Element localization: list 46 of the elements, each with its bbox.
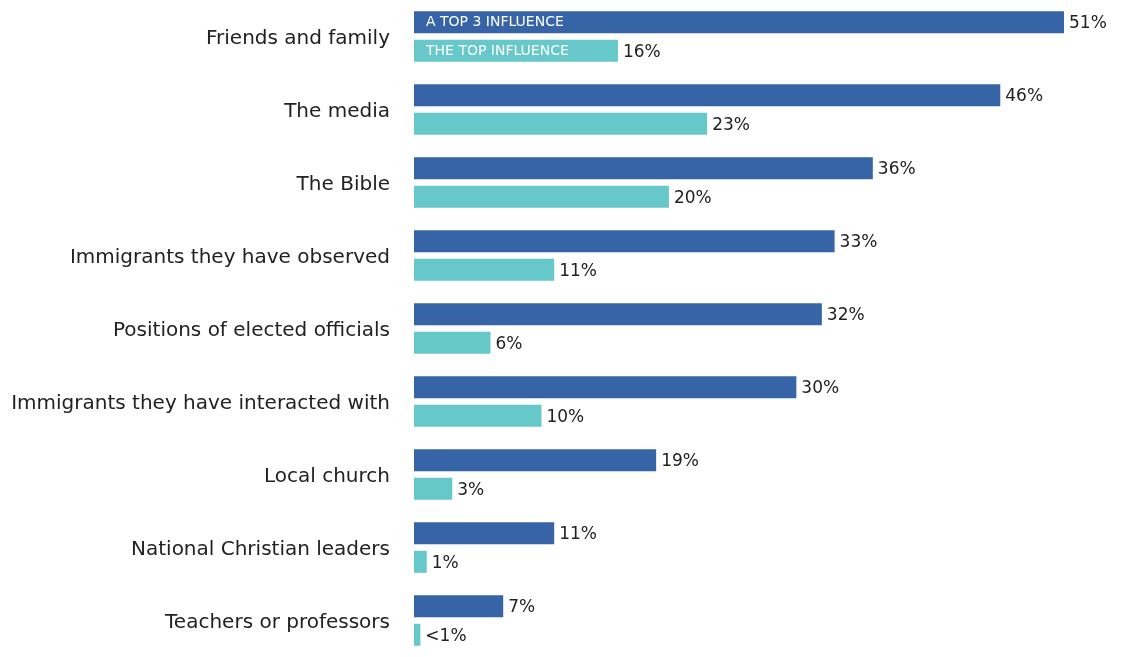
data-label: 11% xyxy=(559,259,597,280)
data-label: 36% xyxy=(877,158,916,179)
data-label: <1% xyxy=(425,624,467,645)
y-tick-label: Immigrants they have observed xyxy=(69,243,390,268)
data-label: 3% xyxy=(457,478,485,499)
data-label: 32% xyxy=(826,304,865,325)
bar xyxy=(414,84,1001,107)
y-tick-label: Local church xyxy=(264,462,390,487)
bar xyxy=(414,449,657,472)
y-tick-label: Immigrants they have interacted with xyxy=(11,389,390,414)
y-tick-label: Positions of elected officials xyxy=(112,316,390,341)
y-tick-label: The Bible xyxy=(295,170,390,195)
data-label: 6% xyxy=(495,332,523,353)
series-label: THE TOP INFLUENCE xyxy=(425,41,569,58)
data-label: 46% xyxy=(1005,85,1044,106)
y-tick-label: National Christian leaders xyxy=(131,535,390,560)
y-tick-label: The media xyxy=(283,97,390,122)
y-tick-label: Friends and family xyxy=(206,24,391,49)
bar xyxy=(414,258,555,281)
y-tick-label: Teachers or professors xyxy=(164,608,390,633)
bar xyxy=(414,112,708,135)
bar xyxy=(414,595,504,618)
data-label: 1% xyxy=(431,551,459,572)
data-label: 11% xyxy=(559,523,597,544)
data-label: 51% xyxy=(1069,12,1107,33)
data-label: 30% xyxy=(801,377,840,398)
bar xyxy=(414,185,669,208)
data-label: 23% xyxy=(712,113,750,134)
bar xyxy=(414,477,453,500)
data-label: 33% xyxy=(839,231,878,252)
bar xyxy=(414,230,835,253)
bar xyxy=(414,404,542,427)
data-label: 10% xyxy=(546,405,585,426)
bar xyxy=(414,623,421,646)
bar xyxy=(414,11,1064,34)
bar xyxy=(414,303,822,326)
bar xyxy=(414,157,873,180)
series-label: A TOP 3 INFLUENCE xyxy=(426,13,564,30)
data-label: 16% xyxy=(622,40,661,61)
data-label: 20% xyxy=(673,186,712,207)
data-label: 19% xyxy=(661,450,699,471)
bar xyxy=(414,331,491,354)
data-label: 7% xyxy=(508,596,536,617)
bar xyxy=(414,550,427,573)
bar xyxy=(414,522,555,545)
bar xyxy=(414,376,797,399)
